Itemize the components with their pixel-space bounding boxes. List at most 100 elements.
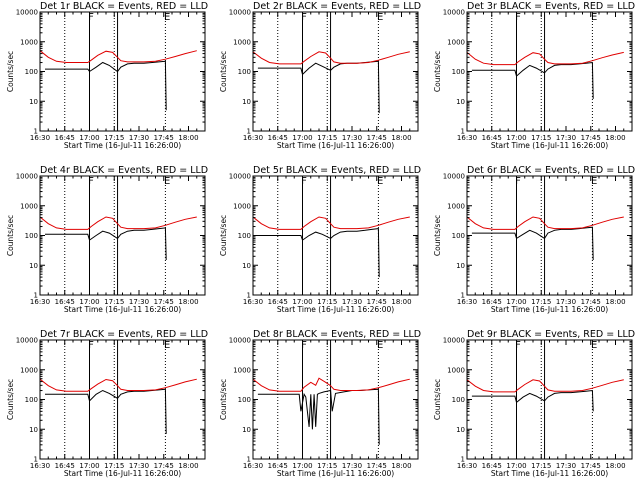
y-tick-label: 10 [242,98,251,106]
y-tick-label: 100 [452,68,465,76]
y-tick-label: 10000 [443,337,465,345]
events-series-line [471,226,594,261]
panel-title: Det 6r BLACK = Events, RED = LLD [467,165,635,176]
x-tick-label: 17:45 [367,134,387,142]
x-tick-label: 17:45 [581,134,601,142]
y-tick-label: 100 [25,232,38,240]
end-flag-label: E [591,12,597,23]
x-tick-label: 16:45 [268,298,288,306]
x-tick-label: 17:30 [342,298,362,306]
panel-title: Det 5r BLACK = Events, RED = LLD [253,165,421,176]
y-tick-label: 1 [247,128,251,136]
y-tick-label: 1 [461,292,465,300]
y-axis-label: Counts/sec [433,51,442,92]
x-tick-label: 16:45 [482,462,502,470]
x-tick-label: 16:30 [243,462,263,470]
y-tick-label: 100 [25,68,38,76]
x-axis-label: Start Time (16-Jul-11 16:26:00) [64,469,181,478]
x-tick-label: 16:30 [30,462,50,470]
y-tick-label: 100 [452,232,465,240]
end-flag-label: E [377,176,383,187]
y-tick-label: 10 [456,426,465,434]
x-tick-label: 17:15 [531,462,551,470]
y-tick-label: 10 [456,262,465,270]
end-flag-label: E [164,176,170,187]
y-axis-label: Counts/sec [219,215,228,256]
x-tick-label: 16:45 [55,462,75,470]
events-series-line [257,388,380,445]
x-tick-label: 17:00 [506,462,526,470]
flare-flag-label: F [88,176,94,187]
x-tick-label: 17:45 [154,298,174,306]
x-axis-label: Start Time (16-Jul-11 16:26:00) [491,305,608,314]
panel-title: Det 4r BLACK = Events, RED = LLD [40,165,208,176]
lld-series-line [252,216,410,230]
x-tick-label: 16:30 [457,462,477,470]
x-tick-label: 17:15 [531,298,551,306]
lld-series-line [39,50,197,63]
y-tick-label: 1000 [447,366,465,374]
y-tick-label: 100 [238,396,251,404]
x-tick-label: 17:15 [104,462,124,470]
x-axis-label: Start Time (16-Jul-11 16:26:00) [277,141,394,150]
y-axis-label: Counts/sec [433,379,442,420]
x-tick-label: 18:00 [605,462,625,470]
x-tick-label: 18:00 [178,462,198,470]
panel-title: Det 7r BLACK = Events, RED = LLD [40,329,208,340]
x-tick-label: 17:45 [154,134,174,142]
x-tick-label: 17:45 [581,298,601,306]
y-tick-label: 100 [238,68,251,76]
y-tick-label: 100 [452,396,465,404]
y-tick-label: 1 [247,456,251,464]
x-tick-label: 17:30 [556,462,576,470]
y-tick-label: 10 [29,426,38,434]
x-tick-label: 16:45 [482,298,502,306]
y-axis-label: Counts/sec [433,215,442,256]
plot-frame [39,11,206,132]
y-tick-label: 1000 [233,366,251,374]
x-axis-label: Start Time (16-Jul-11 16:26:00) [491,469,608,478]
y-tick-label: 1000 [447,202,465,210]
y-tick-label: 10 [29,98,38,106]
x-tick-label: 16:45 [268,462,288,470]
lld-series-line [252,377,410,392]
plot-frame [252,11,419,132]
x-tick-label: 17:00 [79,462,99,470]
lld-series-line [466,51,624,66]
y-tick-label: 10000 [443,173,465,181]
end-flag-label: E [377,12,383,23]
y-tick-label: 1000 [20,202,38,210]
y-tick-label: 10000 [229,337,251,345]
y-tick-label: 10000 [16,337,38,345]
flare-flag-label: F [301,176,307,187]
x-axis-label: Start Time (16-Jul-11 16:26:00) [491,141,608,150]
y-tick-label: 10 [29,262,38,270]
x-axis-label: Start Time (16-Jul-11 16:26:00) [277,305,394,314]
panel-title: Det 1r BLACK = Events, RED = LLD [40,1,208,12]
y-tick-label: 10 [242,262,251,270]
x-tick-label: 17:45 [581,462,601,470]
panel-title: Det 3r BLACK = Events, RED = LLD [467,1,635,12]
y-tick-label: 100 [25,396,38,404]
x-axis-label: Start Time (16-Jul-11 16:26:00) [64,141,181,150]
y-tick-label: 1 [247,292,251,300]
x-tick-label: 17:15 [317,134,337,142]
plot-frame [466,175,633,296]
x-tick-label: 17:30 [129,298,149,306]
flare-flag-label: F [88,12,94,23]
end-flag-label: E [164,340,170,351]
x-tick-label: 17:00 [292,298,312,306]
y-axis-label: Counts/sec [6,215,15,256]
x-tick-label: 17:00 [506,134,526,142]
x-tick-label: 16:45 [482,134,502,142]
x-tick-label: 17:45 [154,462,174,470]
x-tick-label: 17:00 [506,298,526,306]
lld-series-line [39,216,197,230]
y-axis-label: Counts/sec [219,51,228,92]
x-axis-label: Start Time (16-Jul-11 16:26:00) [277,469,394,478]
x-tick-label: 17:15 [317,462,337,470]
x-tick-label: 16:30 [30,134,50,142]
